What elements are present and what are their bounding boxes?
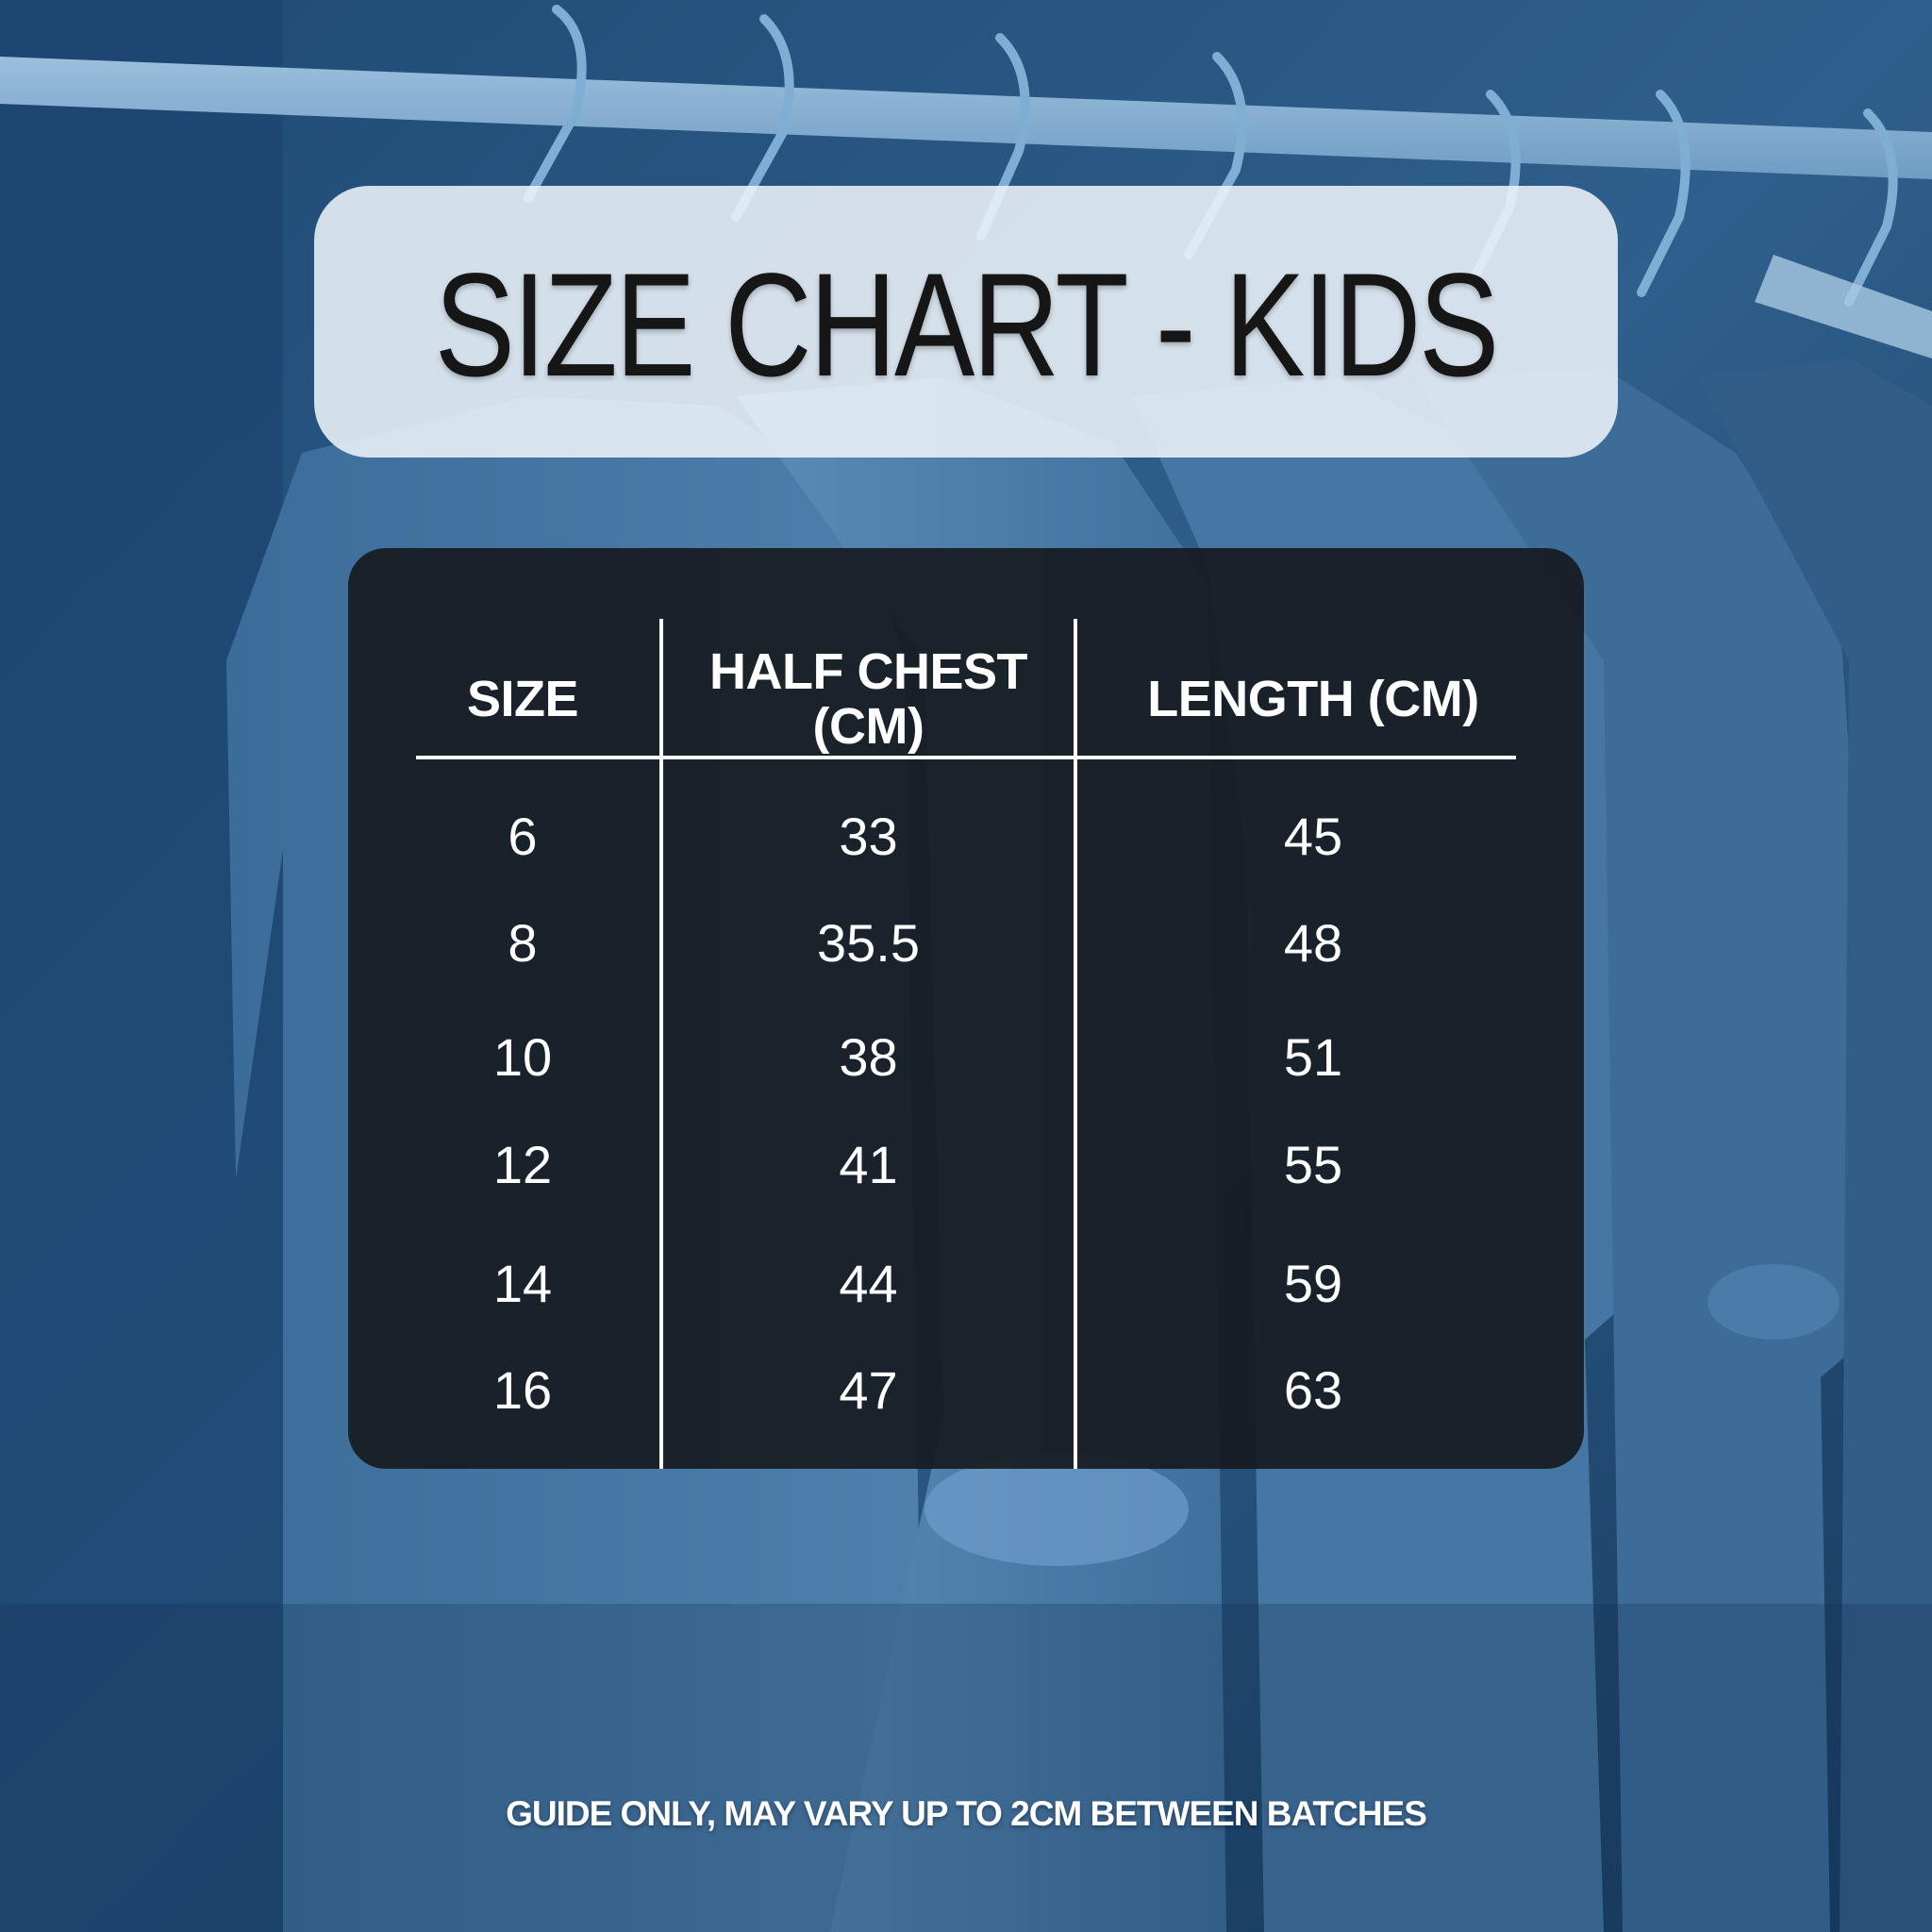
cell-half-chest: 41 xyxy=(839,1135,898,1194)
title-banner: SIZE CHART - KIDS xyxy=(314,186,1618,458)
column-divider xyxy=(1074,619,1077,1469)
column-divider xyxy=(659,619,663,1469)
size-table: SIZE HALF CHEST (CM) LENGTH (CM) 6 33 45… xyxy=(348,548,1584,1469)
header-size-label: SIZE xyxy=(466,671,579,727)
header-half-chest-label: HALF CHEST xyxy=(709,643,1027,700)
cell-half-chest: 38 xyxy=(839,1027,898,1087)
cell-length: 55 xyxy=(1283,1135,1343,1194)
cell-length: 63 xyxy=(1283,1360,1343,1420)
header-half-chest: HALF CHEST (CM) xyxy=(663,628,1074,770)
cell-length: 51 xyxy=(1283,1027,1343,1087)
header-length-label: LENGTH (CM) xyxy=(1147,671,1479,727)
cell-size: 12 xyxy=(492,1135,553,1194)
page-title: SIZE CHART - KIDS xyxy=(434,243,1500,408)
cell-size: 6 xyxy=(508,807,538,866)
header-size: SIZE xyxy=(386,642,659,756)
cell-size: 8 xyxy=(508,913,538,973)
header-half-chest-unit: (CM) xyxy=(812,698,924,755)
cell-size: 14 xyxy=(492,1254,553,1313)
cell-length: 59 xyxy=(1283,1254,1343,1313)
cell-half-chest: 44 xyxy=(839,1254,898,1313)
cell-half-chest: 35.5 xyxy=(817,913,920,973)
header-length: LENGTH (CM) xyxy=(1077,642,1549,756)
cell-size: 16 xyxy=(492,1360,553,1420)
cell-length: 45 xyxy=(1283,807,1343,866)
cell-half-chest: 47 xyxy=(839,1360,898,1420)
disclaimer-note: GUIDE ONLY, MAY VARY UP TO 2CM BETWEEN B… xyxy=(506,1794,1427,1833)
header-divider xyxy=(416,756,1516,759)
cell-size: 10 xyxy=(492,1027,553,1087)
cell-length: 48 xyxy=(1283,913,1343,973)
cell-half-chest: 33 xyxy=(839,807,898,866)
